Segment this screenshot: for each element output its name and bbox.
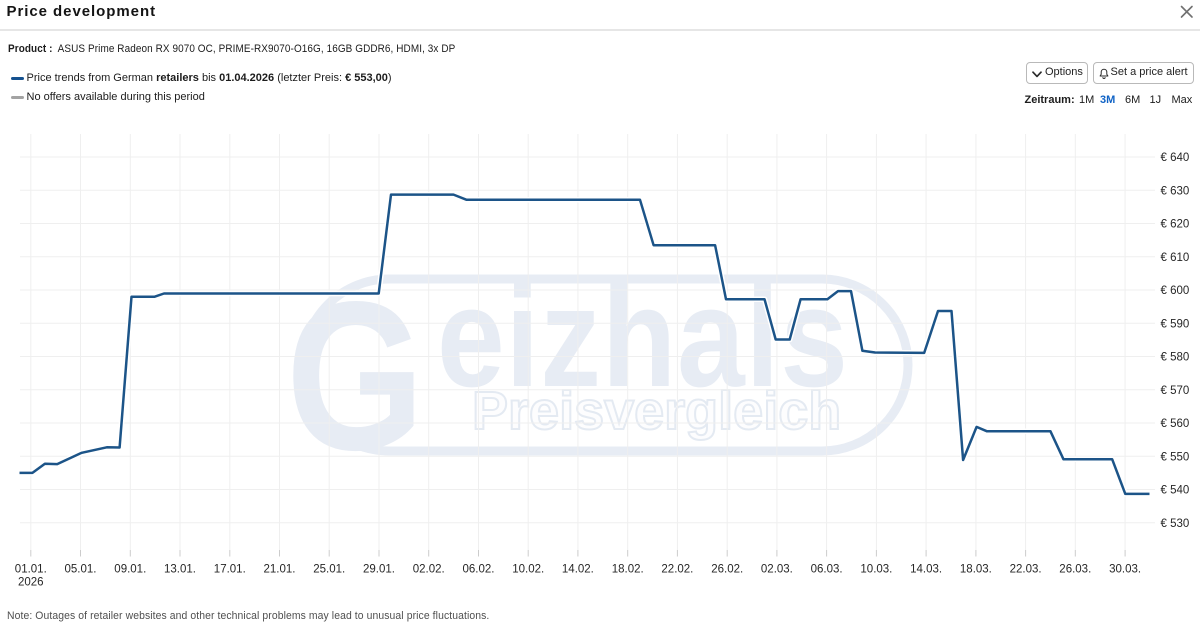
svg-text:05.01.: 05.01. [65,564,97,576]
svg-text:26.02.: 26.02. [711,564,743,576]
svg-text:21.01.: 21.01. [264,564,296,576]
svg-text:22.02.: 22.02. [661,564,693,576]
svg-text:€ 540: € 540 [1161,485,1190,497]
svg-text:09.01.: 09.01. [114,564,146,576]
svg-text:€ 620: € 620 [1161,219,1190,231]
svg-text:17.01.: 17.01. [214,564,246,576]
svg-text:€ 600: € 600 [1161,285,1190,297]
svg-text:€ 550: € 550 [1161,451,1190,463]
svg-text:€ 530: € 530 [1161,518,1190,530]
svg-text:14.02.: 14.02. [562,564,594,576]
svg-text:Preisvergleich: Preisvergleich [472,381,841,441]
svg-text:€ 610: € 610 [1161,252,1190,264]
svg-text:29.01.: 29.01. [363,564,395,576]
svg-text:18.02.: 18.02. [612,564,644,576]
svg-text:26.03.: 26.03. [1059,564,1091,576]
svg-text:02.02.: 02.02. [413,564,445,576]
svg-text:€ 560: € 560 [1161,418,1190,430]
svg-text:10.02.: 10.02. [512,564,544,576]
svg-text:10.03.: 10.03. [860,564,892,576]
svg-text:€ 590: € 590 [1161,318,1190,330]
svg-text:14.03.: 14.03. [910,564,942,576]
svg-text:€ 570: € 570 [1161,385,1190,397]
svg-text:€ 630: € 630 [1161,185,1190,197]
svg-text:01.01.: 01.01. [15,564,47,576]
svg-text:18.03.: 18.03. [960,564,992,576]
svg-text:13.01.: 13.01. [164,564,196,576]
svg-text:06.02.: 06.02. [463,564,495,576]
svg-text:22.03.: 22.03. [1010,564,1042,576]
svg-text:€ 580: € 580 [1161,352,1190,364]
svg-text:06.03.: 06.03. [811,564,843,576]
svg-text:G: G [286,258,425,494]
svg-text:25.01.: 25.01. [313,564,345,576]
svg-text:30.03.: 30.03. [1109,564,1141,576]
svg-text:2026: 2026 [18,577,44,589]
svg-text:02.03.: 02.03. [761,564,793,576]
svg-text:€ 640: € 640 [1161,152,1190,164]
